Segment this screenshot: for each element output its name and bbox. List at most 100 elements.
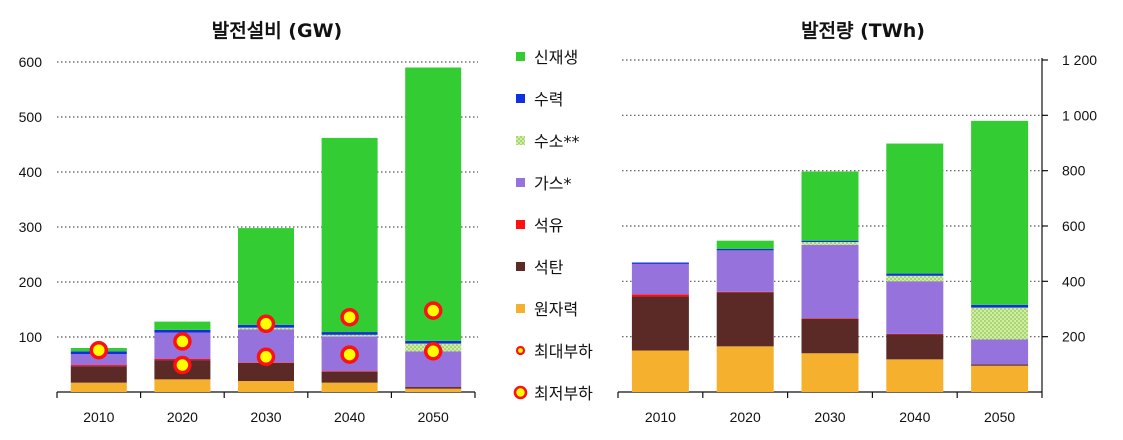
legend-label-nuclear: 원자력 — [534, 300, 578, 319]
legend-label-min: 최저부하 — [534, 384, 593, 403]
y-tick-label: 300 — [19, 219, 43, 235]
bar-segment-gas — [886, 281, 944, 334]
legend-label-hydro: 수력 — [534, 90, 563, 109]
bar-segment-hydro — [716, 248, 774, 251]
legend-label-peak: 최대부하 — [534, 342, 593, 361]
legend-label-oil: 석유 — [534, 216, 563, 235]
y-tick-label: 400 — [19, 164, 43, 180]
bar-segment-renew — [886, 143, 944, 274]
x-tick-label: 2050 — [984, 409, 1015, 425]
legend-swatch-peak — [515, 345, 526, 356]
marker-peak — [340, 345, 359, 364]
marker-min — [423, 301, 443, 320]
bar-segment-nuclear — [405, 388, 462, 392]
bar-segment-oil — [716, 291, 774, 293]
legend-label-gas: 가스* — [534, 174, 571, 193]
bar-segment-renew — [321, 137, 378, 333]
bar-segment-nuclear — [631, 350, 689, 392]
bar-segment-hydro — [321, 332, 378, 335]
bar-segment-renew — [716, 240, 774, 249]
bar-segment-renew — [238, 228, 294, 325]
bar-segment-coal — [716, 292, 774, 347]
bar-segment-coal — [801, 318, 859, 354]
legend-swatch-coal — [516, 262, 525, 271]
bar-segment-renew — [971, 120, 1029, 305]
marker-min — [173, 332, 192, 351]
bar-segment-gas — [70, 354, 127, 366]
marker-peak — [256, 347, 276, 367]
y-tick-label: 400 — [1062, 273, 1086, 289]
y-tick-label: 600 — [1062, 218, 1086, 234]
legend-swatch-min — [513, 385, 528, 400]
generation-chart-title: 발전량 (TWh) — [801, 20, 925, 42]
bar-segment-renew — [405, 67, 462, 341]
legend-swatch-oil — [516, 220, 525, 229]
x-tick-label: 2040 — [334, 409, 365, 425]
x-tick-label: 2010 — [83, 409, 114, 425]
marker-peak — [423, 342, 443, 361]
marker-peak — [173, 355, 192, 375]
bar-segment-hydrogen — [801, 242, 859, 245]
legend-swatch-hydrogen — [516, 136, 525, 145]
bar-segment-oil — [70, 365, 127, 367]
y-tick-label: 1 200 — [1062, 52, 1097, 68]
y-tick-label: 200 — [19, 274, 43, 290]
legend-label-renew: 신재생 — [534, 48, 578, 67]
bar-segment-gas — [971, 339, 1029, 365]
bar-segment-nuclear — [886, 359, 944, 392]
bar-segment-oil — [631, 294, 689, 297]
y-tick-label: 200 — [1062, 329, 1086, 345]
x-tick-label: 2050 — [418, 409, 449, 425]
bar-segment-hydro — [971, 304, 1029, 308]
bar-segment-coal — [886, 334, 944, 360]
bar-segment-coal — [631, 296, 689, 351]
bar-segment-hydrogen — [321, 334, 378, 337]
marker-min — [89, 340, 109, 360]
bar-segment-gas — [801, 244, 859, 319]
x-tick-label: 2030 — [814, 409, 845, 425]
bar-segment-nuclear — [238, 381, 294, 392]
bar-segment-hydro — [154, 329, 211, 333]
legend-label-coal: 석탄 — [534, 258, 564, 277]
bar-segment-renew — [154, 321, 211, 330]
legend-swatch-renew — [516, 52, 525, 61]
x-tick-label: 2040 — [899, 409, 930, 425]
bar-segment-nuclear — [321, 382, 378, 392]
legend-swatch-nuclear — [516, 304, 525, 313]
bar-segment-coal — [405, 387, 462, 389]
marker-min — [340, 307, 359, 327]
x-tick-label: 2030 — [250, 409, 281, 425]
bar-segment-nuclear — [801, 353, 859, 392]
bar-segment-nuclear — [716, 346, 774, 392]
bar-segment-oil — [801, 318, 859, 319]
bar-segment-hydrogen — [971, 307, 1029, 340]
bar-segment-coal — [238, 362, 294, 381]
x-tick-label: 2020 — [167, 409, 198, 425]
capacity-chart-title: 발전설비 (GW) — [212, 20, 342, 42]
y-tick-label: 1 000 — [1062, 107, 1097, 123]
bar-segment-gas — [631, 263, 689, 295]
y-tick-label: 600 — [19, 54, 43, 70]
x-tick-label: 2010 — [645, 409, 676, 425]
bar-segment-nuclear — [70, 382, 127, 392]
bar-segment-hydro — [886, 273, 944, 276]
bar-segment-hydro — [801, 240, 859, 243]
bar-segment-hydrogen — [886, 275, 944, 282]
y-tick-label: 100 — [19, 329, 43, 345]
bar-segment-oil — [886, 333, 944, 335]
bar-segment-renew — [801, 171, 859, 241]
bar-segment-gas — [716, 250, 774, 292]
capacity-chart: 발전설비 (GW) 100 200 300 400 500 600 2010 2020 2030… — [19, 20, 478, 425]
legend-label-hydrogen: 수소** — [534, 132, 579, 151]
bar-segment-nuclear — [971, 365, 1029, 392]
bar-segment-coal — [70, 366, 127, 383]
marker-min — [256, 314, 276, 334]
bar-segment-hydro — [631, 262, 689, 264]
x-tick-label: 2020 — [730, 409, 761, 425]
bar-segment-nuclear — [154, 379, 211, 392]
bar-segment-coal — [971, 364, 1029, 366]
bar-segment-oil — [321, 371, 378, 372]
generation-chart: 발전량 (TWh) 200 400 600 800 1 000 1 200 2010 2020… — [617, 20, 1097, 425]
